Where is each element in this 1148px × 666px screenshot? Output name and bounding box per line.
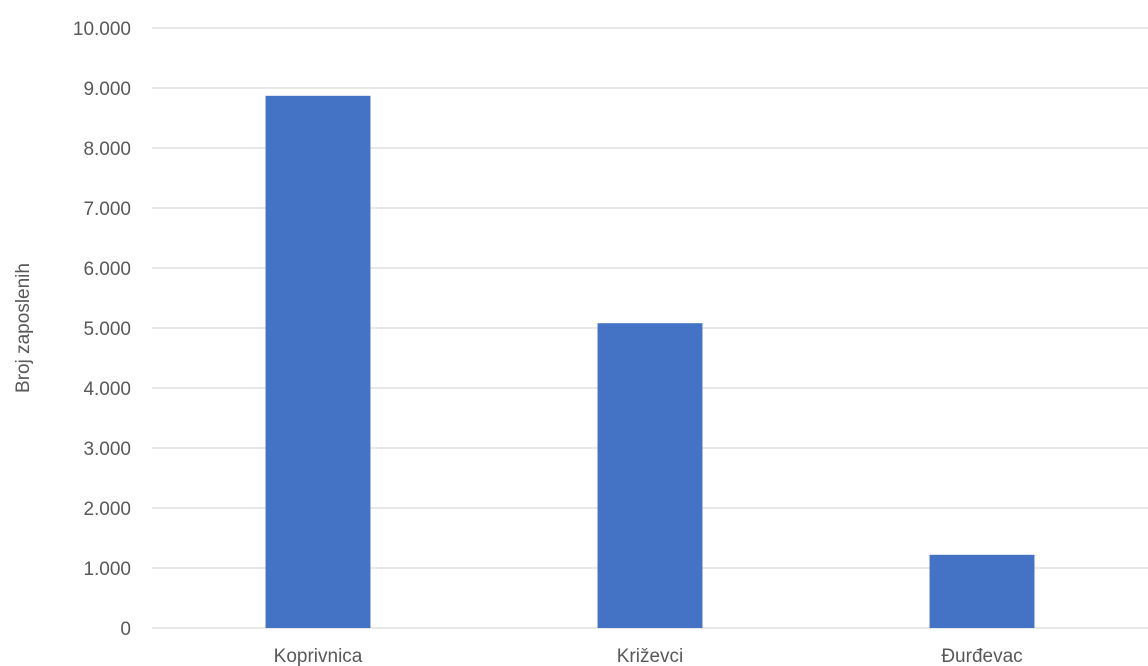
bar-križevci: [597, 323, 703, 628]
x-category-label: Đurđevac: [941, 646, 1022, 666]
y-tick-label: 6.000: [83, 259, 131, 280]
y-tick-label: 0: [120, 619, 131, 640]
y-tick-label: 9.000: [83, 79, 131, 100]
y-axis-ticks: 0 1.000 2.000 3.000 4.000 5.000 6.000 7.000 8.00…: [73, 19, 131, 640]
y-tick-label: 5.000: [83, 319, 131, 340]
y-axis-title: Broj zaposlenih: [13, 263, 34, 393]
y-tick-label: 2.000: [83, 499, 131, 520]
x-axis-categories: Koprivnica Križevci Đurđevac: [274, 646, 1023, 666]
y-tick-label: 10.000: [73, 19, 131, 40]
y-tick-label: 8.000: [83, 139, 131, 160]
x-category-label: Koprivnica: [274, 646, 363, 666]
y-tick-label: 3.000: [83, 439, 131, 460]
y-tick-label: 1.000: [83, 559, 131, 580]
bars: [265, 95, 1035, 629]
y-tick-label: 4.000: [83, 379, 131, 400]
x-category-label: Križevci: [617, 646, 684, 666]
bar-đurđevac: [929, 554, 1035, 628]
y-tick-label: 7.000: [83, 199, 131, 220]
bar-koprivnica: [265, 95, 371, 629]
